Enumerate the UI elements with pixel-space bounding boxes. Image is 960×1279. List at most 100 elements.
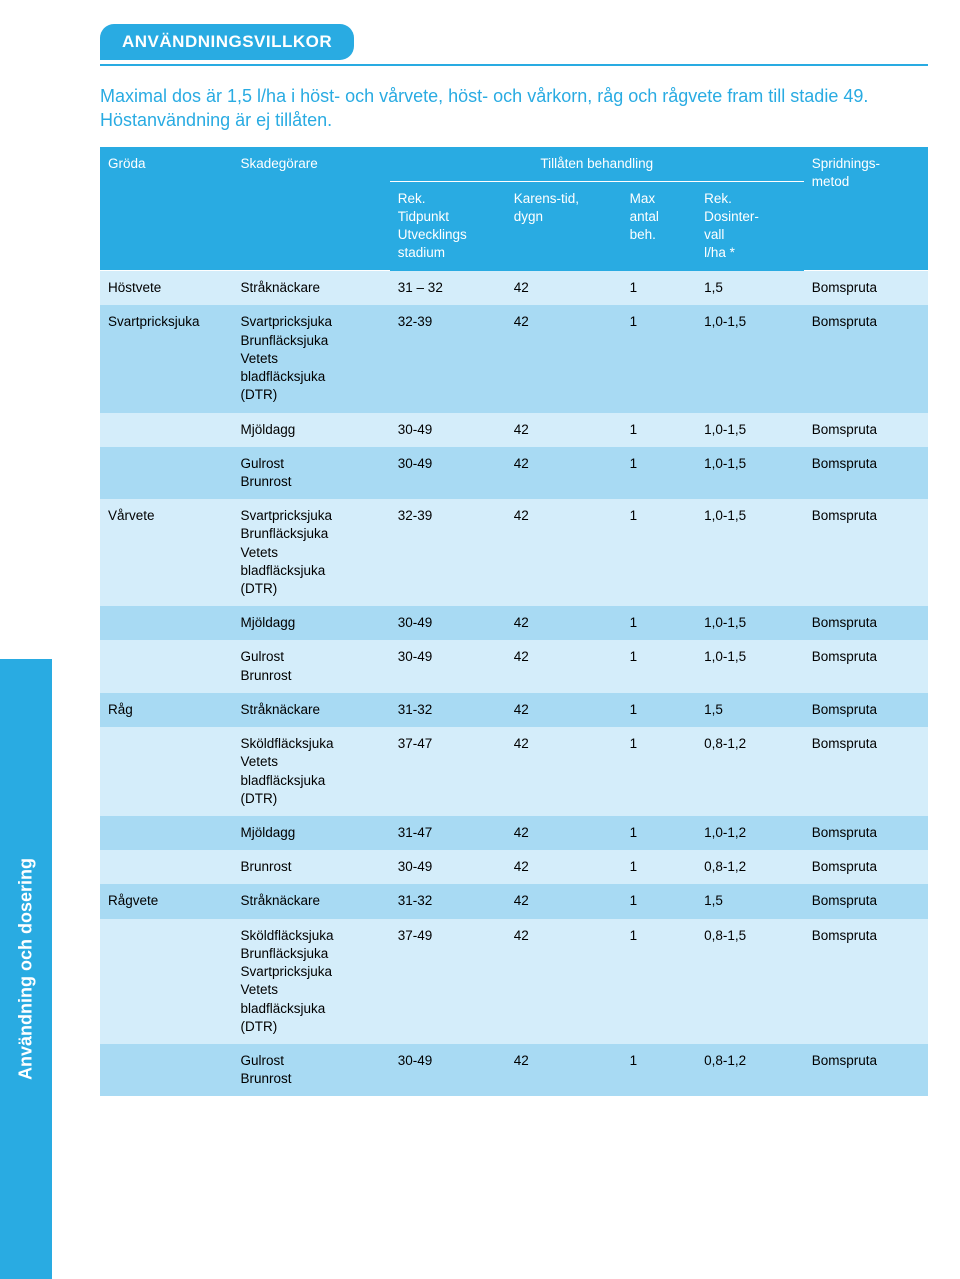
cell-max: 1: [622, 850, 697, 884]
cell-skad: Stråknäckare: [232, 884, 389, 918]
header-underline: [100, 64, 928, 66]
cell-rek: 31-47: [390, 816, 506, 850]
cell-groda: [100, 850, 232, 884]
cell-max: 1: [622, 413, 697, 447]
cell-max: 1: [622, 305, 697, 412]
dosage-table: Gröda Skadegörare Tillåten behandling Sp…: [100, 147, 928, 1097]
table-row: SvartpricksjukaSvartpricksjukaBrunfläcks…: [100, 305, 928, 412]
cell-sprid: Bomspruta: [804, 499, 928, 606]
side-tab: Användning och dosering: [0, 659, 52, 1279]
cell-rek: 30-49: [390, 640, 506, 692]
cell-skad: SköldfläcksjukaVetetsbladfläcksjuka(DTR): [232, 727, 389, 816]
cell-karens: 42: [506, 499, 622, 606]
cell-groda: Råg: [100, 693, 232, 727]
cell-karens: 42: [506, 727, 622, 816]
cell-skad: SköldfläcksjukaBrunfläcksjukaSvartpricks…: [232, 919, 389, 1044]
cell-karens: 42: [506, 816, 622, 850]
cell-max: 1: [622, 727, 697, 816]
table-header-row-1: Gröda Skadegörare Tillåten behandling Sp…: [100, 147, 928, 182]
cell-groda: Vårvete: [100, 499, 232, 606]
cell-groda: [100, 413, 232, 447]
cell-dos: 1,5: [696, 271, 804, 306]
intro-text: Maximal dos är 1,5 l/ha i höst- och vårv…: [100, 84, 928, 133]
cell-sprid: Bomspruta: [804, 271, 928, 306]
cell-sprid: Bomspruta: [804, 1044, 928, 1096]
cell-dos: 0,8-1,2: [696, 850, 804, 884]
cell-dos: 0,8-1,2: [696, 1044, 804, 1096]
cell-sprid: Bomspruta: [804, 884, 928, 918]
cell-rek: 30-49: [390, 606, 506, 640]
cell-karens: 42: [506, 413, 622, 447]
cell-max: 1: [622, 816, 697, 850]
cell-rek: 31 – 32: [390, 271, 506, 306]
cell-sprid: Bomspruta: [804, 693, 928, 727]
page-title-badge: ANVÄNDNINGSVILLKOR: [100, 24, 354, 60]
cell-sprid: Bomspruta: [804, 816, 928, 850]
col-dos: Rek.Dosinter-valll/ha *: [696, 181, 804, 270]
cell-dos: 1,0-1,5: [696, 413, 804, 447]
cell-groda: [100, 447, 232, 499]
table-row: GulrostBrunrost30-494211,0-1,5Bomspruta: [100, 447, 928, 499]
cell-groda: Svartpricksjuka: [100, 305, 232, 412]
cell-rek: 30-49: [390, 413, 506, 447]
cell-max: 1: [622, 1044, 697, 1096]
cell-groda: Höstvete: [100, 271, 232, 306]
cell-max: 1: [622, 640, 697, 692]
cell-max: 1: [622, 447, 697, 499]
cell-skad: GulrostBrunrost: [232, 640, 389, 692]
cell-skad: GulrostBrunrost: [232, 447, 389, 499]
cell-sprid: Bomspruta: [804, 727, 928, 816]
cell-karens: 42: [506, 919, 622, 1044]
table-row: RågStråknäckare31-324211,5Bomspruta: [100, 693, 928, 727]
cell-karens: 42: [506, 271, 622, 306]
table-row: RågveteStråknäckare31-324211,5Bomspruta: [100, 884, 928, 918]
cell-rek: 31-32: [390, 884, 506, 918]
col-tillaten: Tillåten behandling: [390, 147, 804, 182]
cell-karens: 42: [506, 1044, 622, 1096]
cell-karens: 42: [506, 606, 622, 640]
cell-groda: [100, 606, 232, 640]
cell-skad: Brunrost: [232, 850, 389, 884]
cell-karens: 42: [506, 850, 622, 884]
cell-groda: [100, 919, 232, 1044]
table-row: VårveteSvartpricksjukaBrunfläcksjukaVete…: [100, 499, 928, 606]
side-tab-label: Användning och dosering: [16, 858, 37, 1080]
cell-karens: 42: [506, 447, 622, 499]
cell-dos: 0,8-1,5: [696, 919, 804, 1044]
cell-rek: 30-49: [390, 447, 506, 499]
cell-groda: Rågvete: [100, 884, 232, 918]
table-row: Mjöldagg30-494211,0-1,5Bomspruta: [100, 606, 928, 640]
cell-karens: 42: [506, 884, 622, 918]
cell-skad: Stråknäckare: [232, 271, 389, 306]
cell-dos: 1,5: [696, 693, 804, 727]
table-row: SköldfläcksjukaVetetsbladfläcksjuka(DTR)…: [100, 727, 928, 816]
cell-sprid: Bomspruta: [804, 640, 928, 692]
cell-karens: 42: [506, 640, 622, 692]
cell-max: 1: [622, 271, 697, 306]
table-row: Brunrost30-494210,8-1,2Bomspruta: [100, 850, 928, 884]
table-row: Mjöldagg30-494211,0-1,5Bomspruta: [100, 413, 928, 447]
cell-groda: [100, 640, 232, 692]
cell-sprid: Bomspruta: [804, 413, 928, 447]
cell-dos: 1,5: [696, 884, 804, 918]
cell-dos: 1,0-1,5: [696, 447, 804, 499]
cell-rek: 30-49: [390, 1044, 506, 1096]
cell-sprid: Bomspruta: [804, 850, 928, 884]
col-groda: Gröda: [100, 147, 232, 271]
cell-rek: 32-39: [390, 305, 506, 412]
cell-dos: 1,0-1,2: [696, 816, 804, 850]
cell-sprid: Bomspruta: [804, 447, 928, 499]
cell-max: 1: [622, 884, 697, 918]
col-karens: Karens-tid,dygn: [506, 181, 622, 270]
cell-rek: 30-49: [390, 850, 506, 884]
cell-dos: 0,8-1,2: [696, 727, 804, 816]
cell-sprid: Bomspruta: [804, 919, 928, 1044]
cell-rek: 37-47: [390, 727, 506, 816]
cell-dos: 1,0-1,5: [696, 305, 804, 412]
cell-skad: SvartpricksjukaBrunfläcksjukaVetetsbladf…: [232, 305, 389, 412]
cell-rek: 32-39: [390, 499, 506, 606]
page: Användning och dosering ANVÄNDNINGSVILLK…: [0, 0, 960, 1279]
col-skadegorare: Skadegörare: [232, 147, 389, 271]
cell-max: 1: [622, 606, 697, 640]
cell-groda: [100, 1044, 232, 1096]
